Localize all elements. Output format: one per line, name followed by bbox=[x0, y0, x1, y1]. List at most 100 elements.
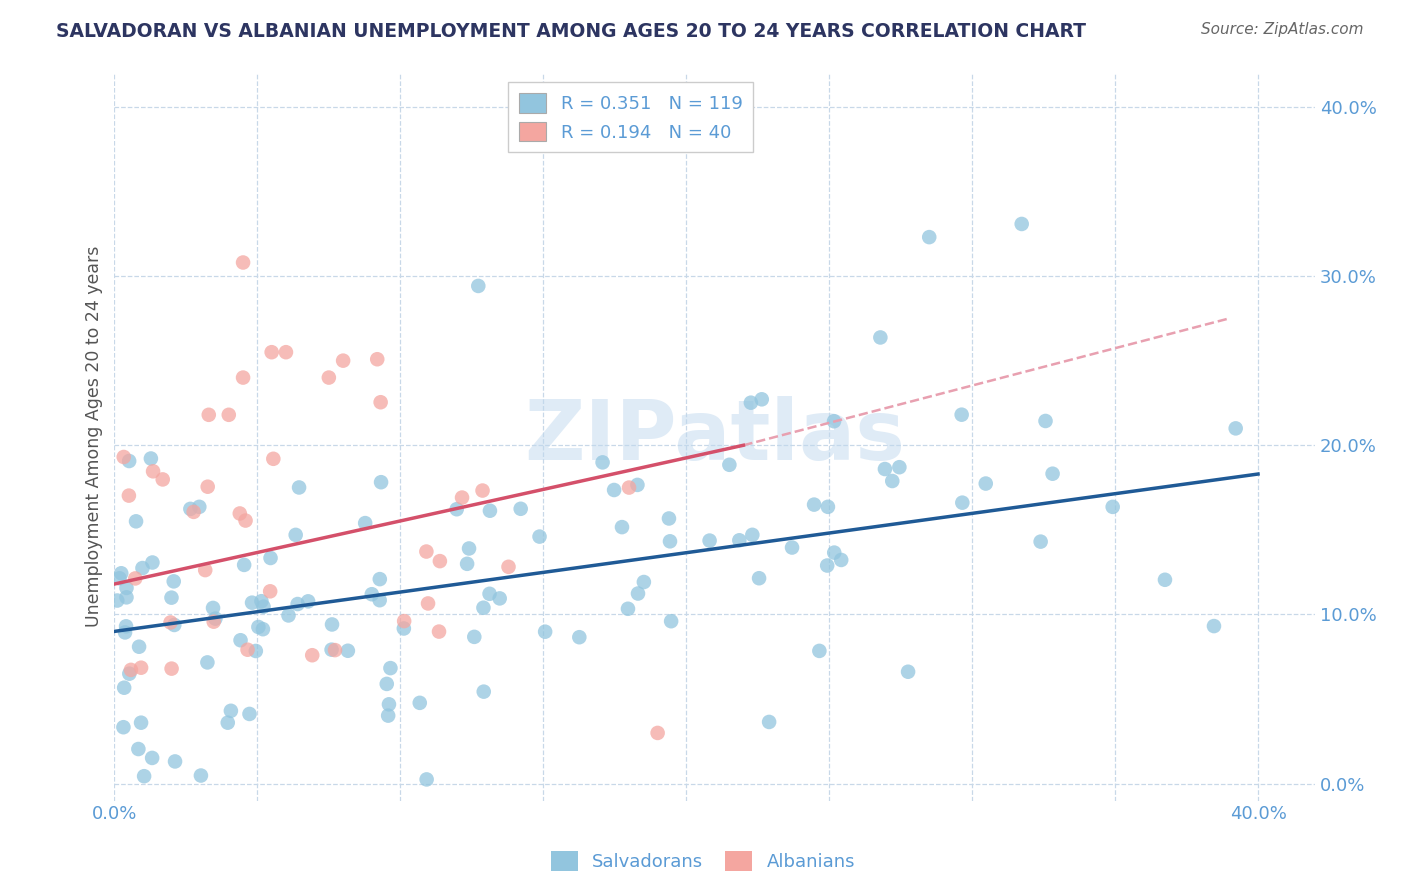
Point bbox=[568, 630, 591, 644]
Point bbox=[427, 624, 450, 639]
Point bbox=[950, 408, 973, 422]
Point bbox=[478, 587, 501, 601]
Point bbox=[370, 475, 392, 490]
Point bbox=[392, 622, 415, 636]
Point bbox=[115, 581, 138, 595]
Point bbox=[152, 472, 174, 486]
Point bbox=[817, 500, 839, 514]
Point bbox=[219, 704, 242, 718]
Point bbox=[617, 601, 640, 615]
Point bbox=[204, 612, 226, 626]
Point bbox=[236, 642, 259, 657]
Point bbox=[415, 772, 437, 787]
Point bbox=[197, 480, 219, 494]
Point bbox=[610, 520, 633, 534]
Point bbox=[751, 392, 773, 407]
Point bbox=[1042, 467, 1064, 481]
Point bbox=[202, 601, 225, 615]
Point bbox=[118, 454, 141, 468]
Point bbox=[377, 708, 399, 723]
Point bbox=[658, 511, 681, 525]
Point bbox=[128, 640, 150, 654]
Point bbox=[354, 516, 377, 530]
Point bbox=[163, 574, 186, 589]
Point bbox=[197, 408, 219, 422]
Point bbox=[659, 534, 682, 549]
Point bbox=[378, 698, 401, 712]
Point bbox=[1101, 500, 1123, 514]
Point bbox=[288, 480, 311, 494]
Point bbox=[830, 553, 852, 567]
Point bbox=[617, 481, 640, 495]
Point bbox=[277, 608, 299, 623]
Point bbox=[1225, 421, 1247, 435]
Point bbox=[112, 720, 135, 734]
Point bbox=[869, 330, 891, 344]
Point bbox=[498, 559, 520, 574]
Point bbox=[415, 544, 437, 558]
Point bbox=[252, 599, 274, 614]
Point bbox=[458, 541, 481, 556]
Text: ZIPatlas: ZIPatlas bbox=[524, 396, 905, 477]
Point bbox=[260, 345, 283, 359]
Point bbox=[728, 533, 751, 548]
Y-axis label: Unemployment Among Ages 20 to 24 years: Unemployment Among Ages 20 to 24 years bbox=[86, 246, 103, 627]
Point bbox=[229, 507, 252, 521]
Point bbox=[141, 751, 163, 765]
Point bbox=[120, 663, 142, 677]
Point bbox=[366, 352, 388, 367]
Point bbox=[823, 546, 845, 560]
Point bbox=[247, 620, 270, 634]
Point bbox=[252, 622, 274, 636]
Point bbox=[321, 642, 343, 657]
Text: Source: ZipAtlas.com: Source: ZipAtlas.com bbox=[1201, 22, 1364, 37]
Point bbox=[509, 501, 531, 516]
Point bbox=[139, 451, 162, 466]
Point bbox=[627, 586, 650, 600]
Point bbox=[259, 584, 281, 599]
Point bbox=[370, 395, 392, 409]
Point bbox=[141, 556, 163, 570]
Point bbox=[360, 587, 382, 601]
Point bbox=[301, 648, 323, 663]
Point bbox=[110, 566, 132, 581]
Point bbox=[112, 681, 135, 695]
Point bbox=[160, 662, 183, 676]
Point bbox=[882, 474, 904, 488]
Point bbox=[190, 768, 212, 782]
Point bbox=[368, 593, 391, 607]
Point bbox=[380, 661, 402, 675]
Point bbox=[194, 563, 217, 577]
Point bbox=[336, 644, 359, 658]
Point bbox=[446, 502, 468, 516]
Point bbox=[803, 498, 825, 512]
Point bbox=[163, 755, 186, 769]
Point bbox=[375, 677, 398, 691]
Point bbox=[259, 551, 281, 566]
Point bbox=[323, 643, 346, 657]
Point bbox=[603, 483, 626, 497]
Point bbox=[218, 408, 240, 422]
Point bbox=[238, 706, 260, 721]
Point bbox=[815, 558, 838, 573]
Point bbox=[626, 478, 648, 492]
Point bbox=[873, 462, 896, 476]
Point bbox=[472, 684, 495, 698]
Point bbox=[478, 504, 501, 518]
Point bbox=[659, 614, 682, 628]
Point bbox=[287, 597, 309, 611]
Point bbox=[297, 594, 319, 608]
Point bbox=[974, 476, 997, 491]
Point bbox=[321, 617, 343, 632]
Point bbox=[233, 558, 256, 572]
Point bbox=[451, 491, 474, 505]
Point bbox=[472, 600, 495, 615]
Point bbox=[229, 633, 252, 648]
Point bbox=[129, 661, 152, 675]
Point bbox=[592, 455, 614, 469]
Point bbox=[318, 370, 340, 384]
Point bbox=[950, 496, 973, 510]
Point bbox=[118, 489, 141, 503]
Point bbox=[124, 571, 146, 585]
Point bbox=[188, 500, 211, 514]
